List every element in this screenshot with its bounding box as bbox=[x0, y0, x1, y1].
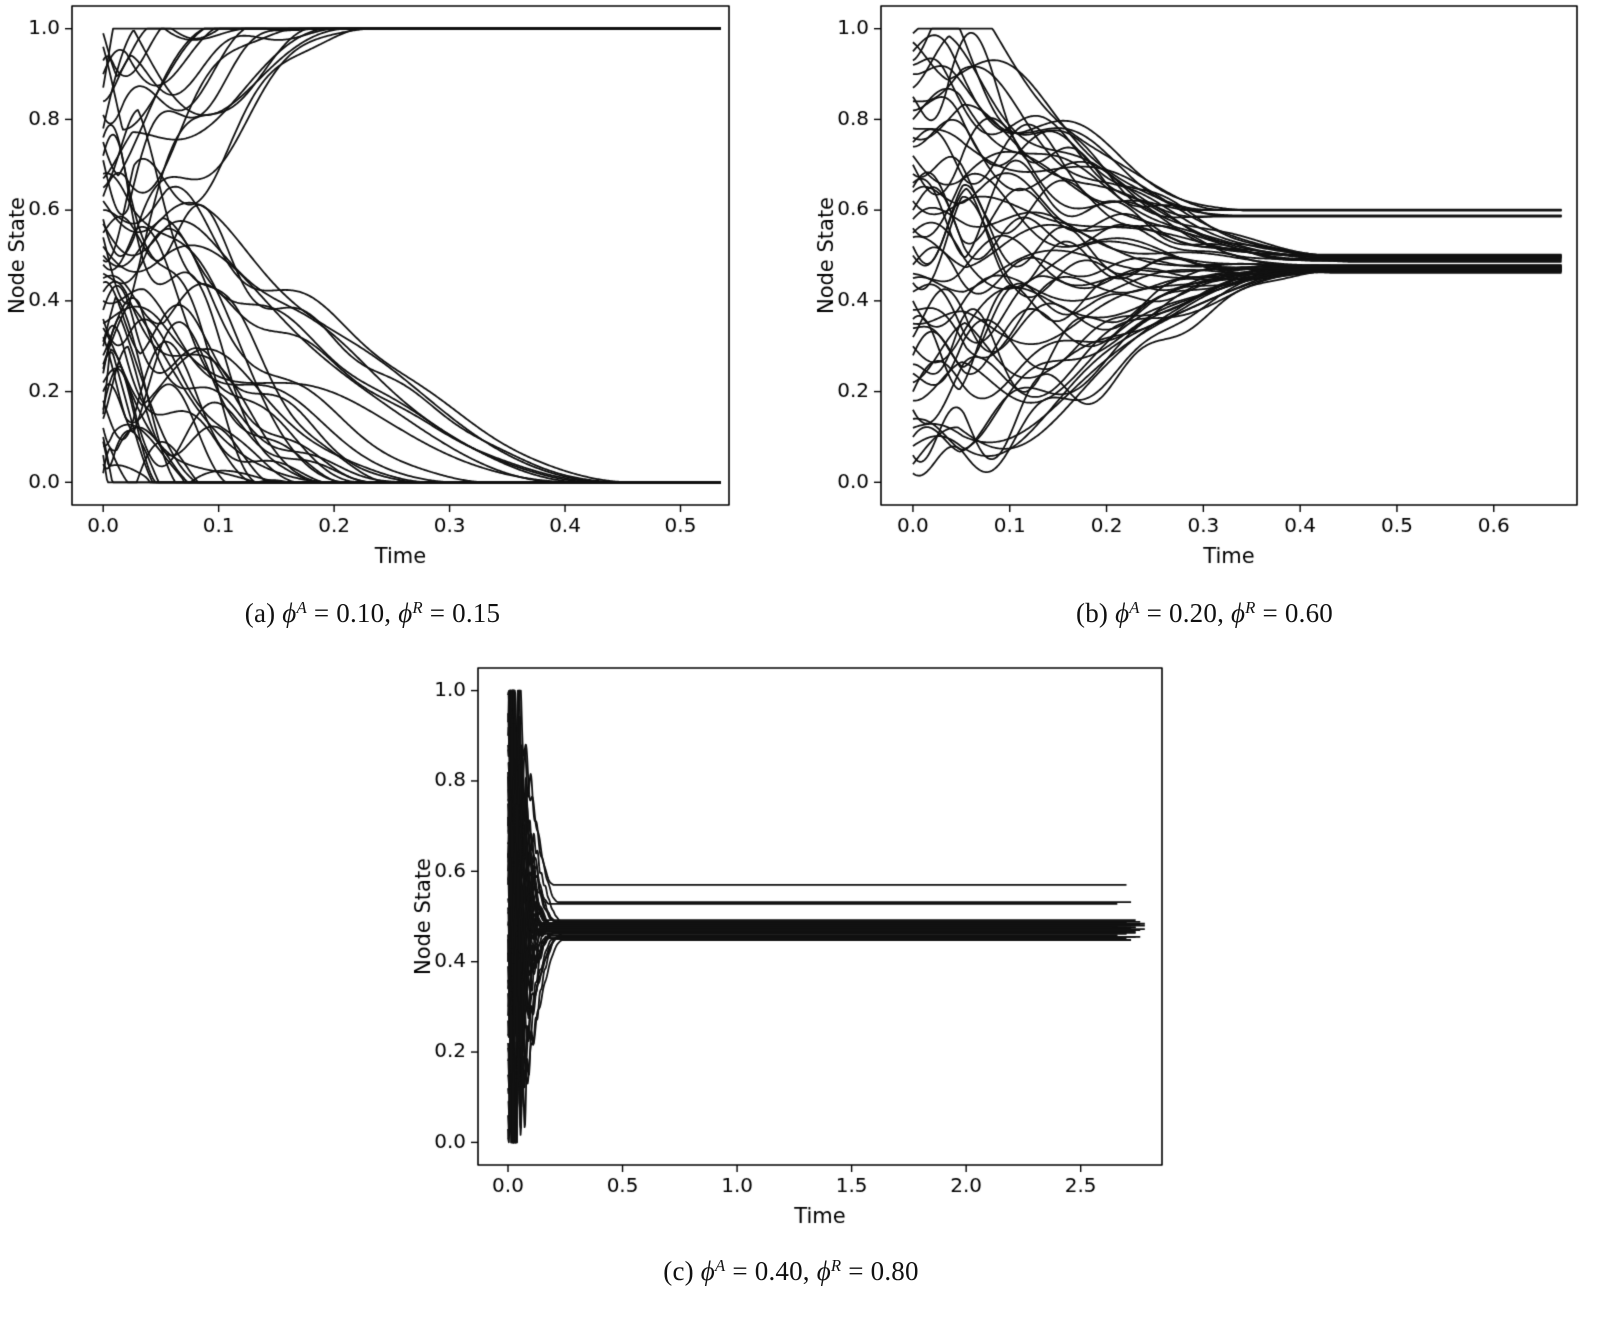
caption-segment: = 0.80 bbox=[841, 1256, 919, 1287]
caption-segment: R bbox=[412, 598, 423, 617]
caption-segment: R bbox=[830, 1256, 842, 1275]
caption-segment: R bbox=[1245, 598, 1256, 617]
caption-segment: A bbox=[296, 598, 307, 617]
caption-segment: ϕ bbox=[816, 1256, 831, 1287]
caption-segment: = 0.40, bbox=[725, 1256, 817, 1287]
subplot-a-node-state-vs-time bbox=[0, 0, 745, 575]
caption-segment: = 0.15 bbox=[422, 598, 501, 629]
caption-subplot-a: (a) ϕA = 0.10, ϕR = 0.15 bbox=[0, 598, 745, 629]
caption-segment: (a) bbox=[244, 598, 283, 629]
caption-segment: = 0.60 bbox=[1255, 598, 1333, 629]
caption-segment: = 0.10, bbox=[306, 598, 399, 629]
subplot-b-node-state-vs-time bbox=[808, 0, 1601, 575]
caption-segment: ϕ bbox=[1230, 598, 1246, 629]
caption-segment: (b) bbox=[1076, 598, 1116, 629]
caption-subplot-c: (c) ϕA = 0.40, ϕR = 0.80 bbox=[406, 1256, 1176, 1287]
caption-segment: A bbox=[1129, 598, 1140, 617]
caption-segment: ϕ bbox=[282, 598, 297, 629]
subplot-c-node-state-vs-time bbox=[406, 660, 1176, 1235]
caption-subplot-b: (b) ϕA = 0.20, ϕR = 0.60 bbox=[808, 598, 1601, 629]
caption-segment: A bbox=[714, 1256, 726, 1275]
caption-segment: ϕ bbox=[700, 1256, 715, 1287]
caption-segment: ϕ bbox=[1115, 598, 1130, 629]
caption-segment: (c) bbox=[663, 1256, 701, 1287]
caption-segment: ϕ bbox=[398, 598, 413, 629]
caption-segment: = 0.20, bbox=[1139, 598, 1231, 629]
